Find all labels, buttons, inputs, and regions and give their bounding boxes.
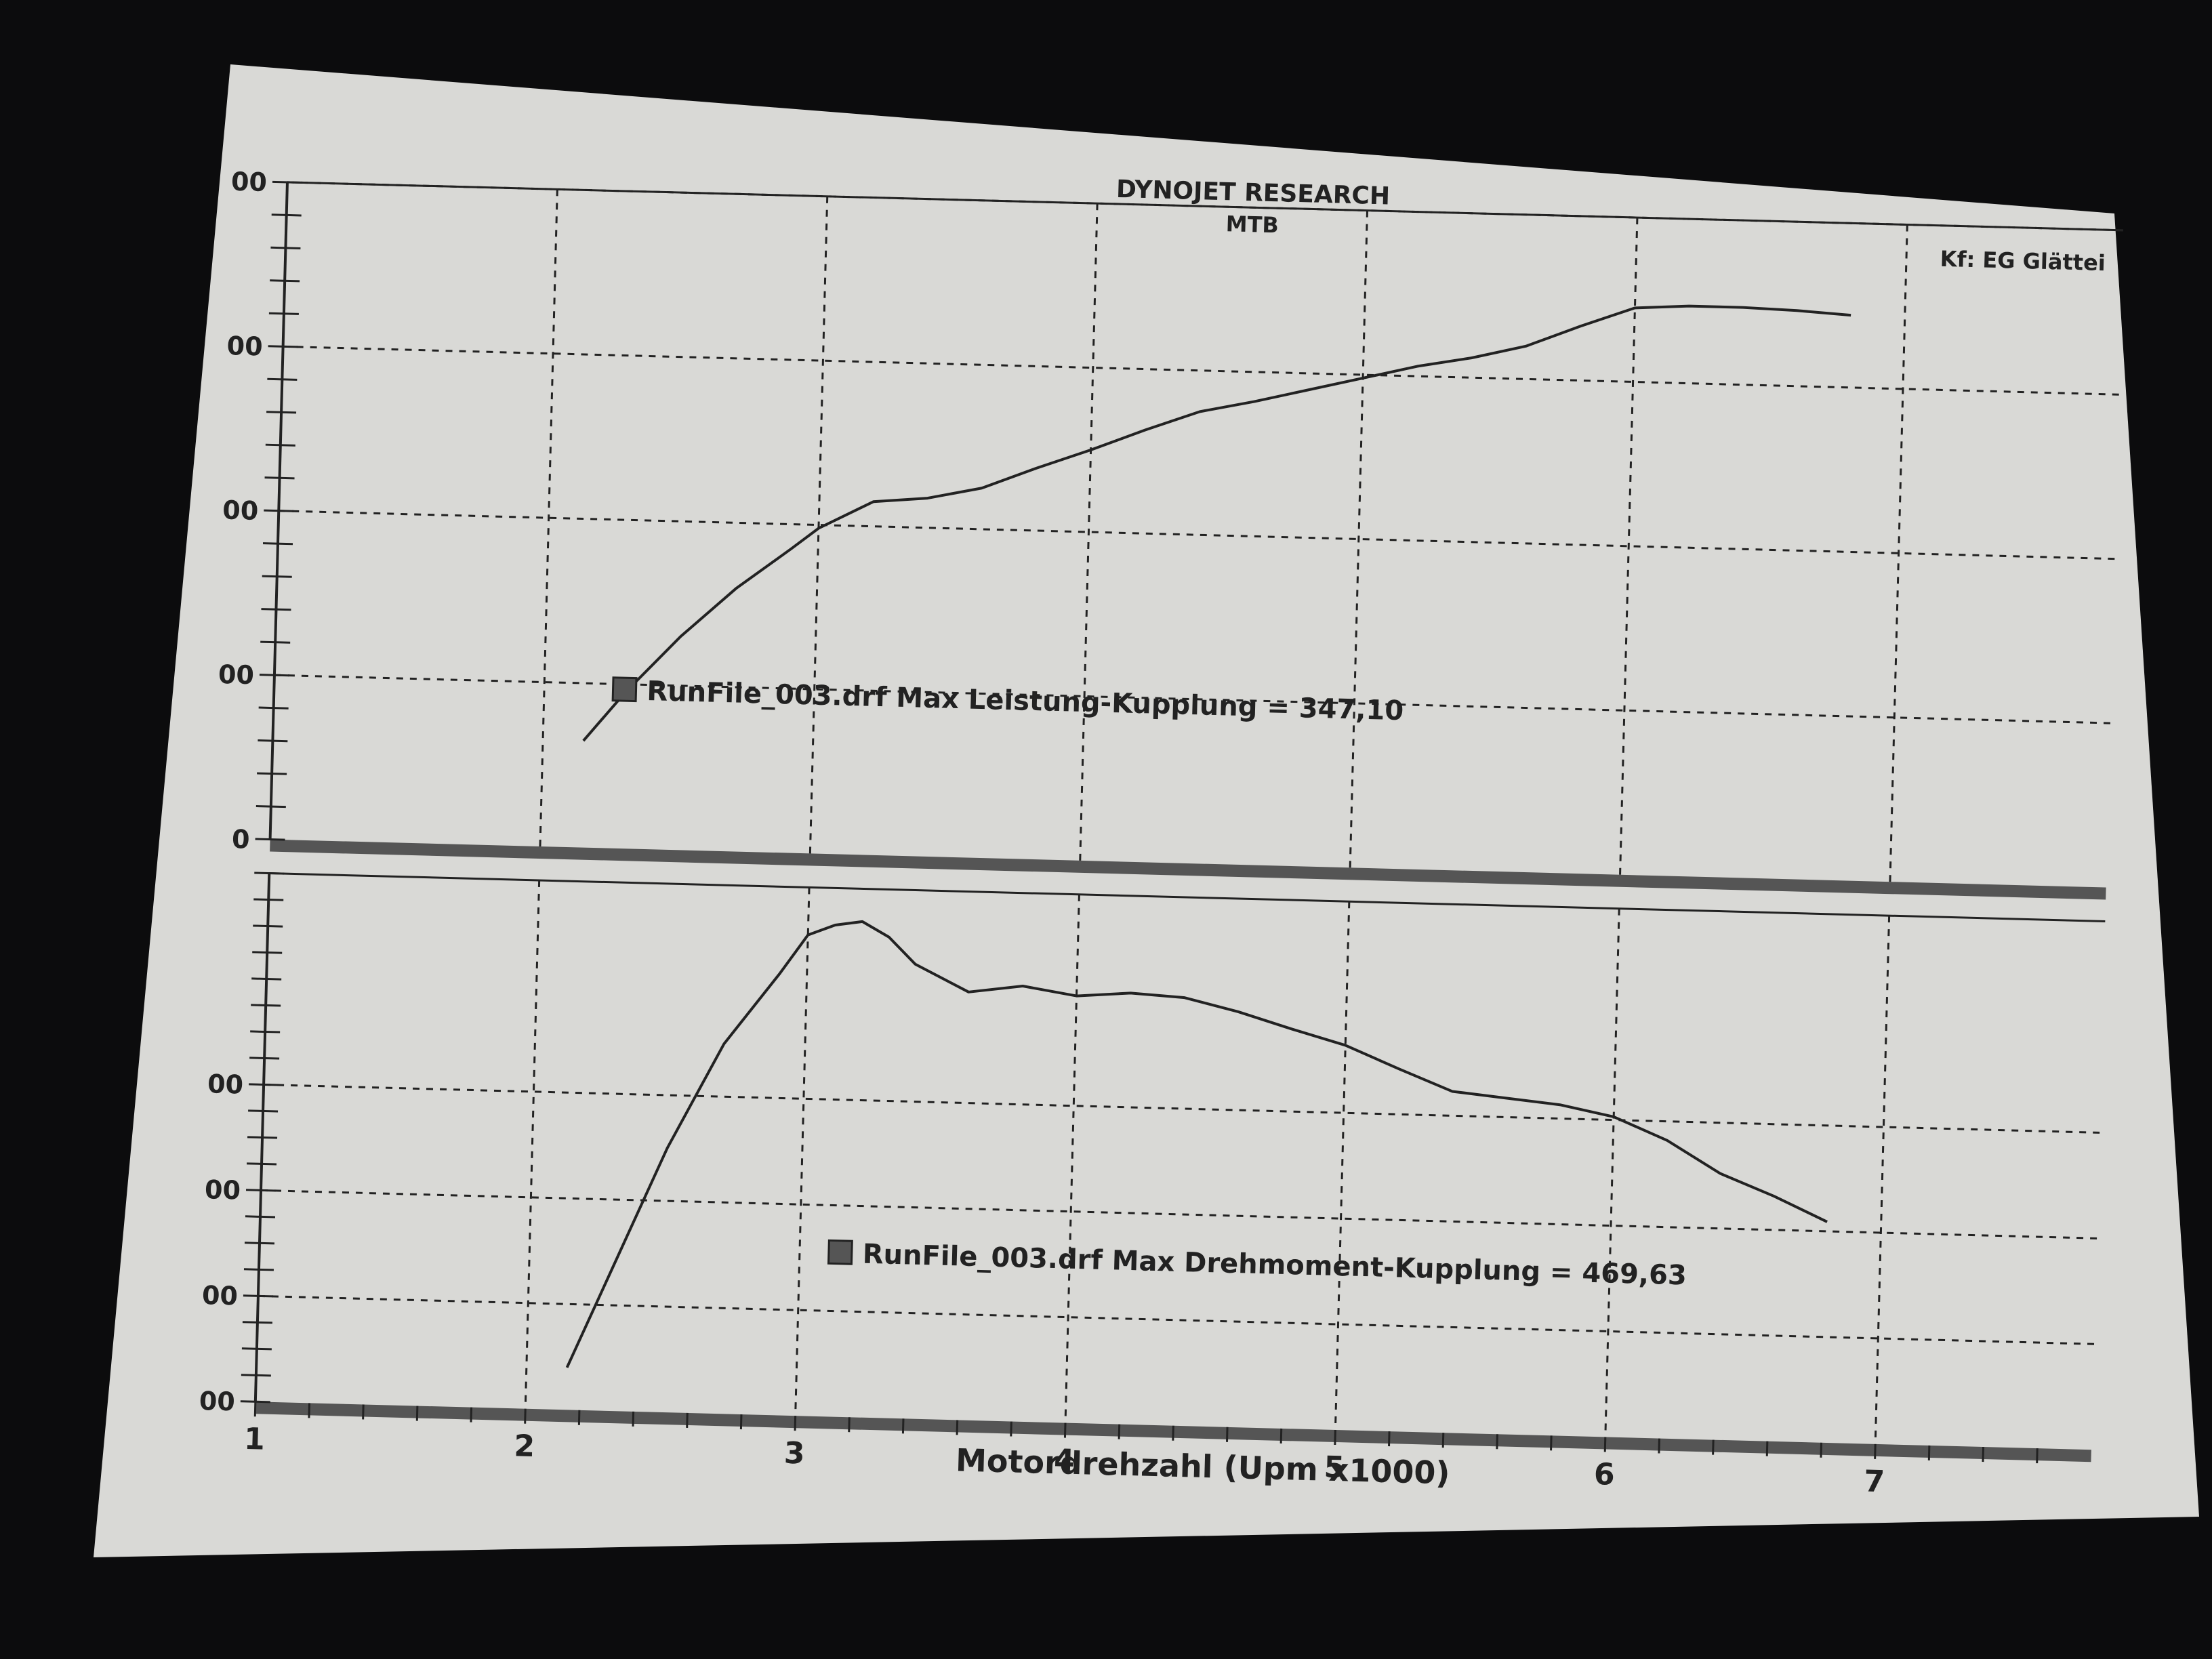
torque-y-minor-tick xyxy=(250,1030,281,1033)
torque-legend-swatch xyxy=(827,1239,853,1265)
power-vgrid-5 xyxy=(1349,210,1369,868)
torque-curve xyxy=(565,920,1828,1368)
x-minor-tick xyxy=(1388,1431,1391,1447)
x-minor-tick xyxy=(1874,1443,1877,1459)
power-y-minor-tick xyxy=(270,246,301,249)
x-tick-label: 6 xyxy=(1593,1457,1615,1492)
x-minor-tick xyxy=(1279,1428,1283,1443)
chart-subtitle: MTB xyxy=(1225,211,1279,238)
x-minor-tick xyxy=(470,1407,473,1422)
x-minor-tick xyxy=(848,1417,851,1433)
power-y-minor-tick xyxy=(262,575,292,578)
power-y-tick-label: 00 xyxy=(222,495,259,526)
power-y-tick-label: 00 xyxy=(226,331,263,361)
power-y-minor-tick xyxy=(268,345,298,348)
x-minor-tick xyxy=(362,1404,365,1420)
power-vgrid-7 xyxy=(1889,224,1908,882)
power-y-minor-tick xyxy=(257,772,287,775)
torque-y-minor-tick xyxy=(244,1242,275,1245)
x-tick-label: 4 xyxy=(1054,1443,1076,1478)
power-vgrid-3 xyxy=(808,196,829,854)
x-minor-tick xyxy=(524,1408,527,1424)
power-y-tick-label: 0 xyxy=(232,824,251,855)
torque-y-minor-tick xyxy=(242,1321,272,1324)
x-minor-tick xyxy=(1334,1429,1336,1446)
torque-vgrid-4 xyxy=(1064,894,1080,1423)
x-minor-tick xyxy=(1712,1439,1715,1455)
x-minor-tick xyxy=(1658,1438,1660,1454)
torque-y-minor-tick xyxy=(252,951,283,954)
power-legend-swatch xyxy=(611,676,638,703)
power-y-minor-tick xyxy=(271,213,302,217)
torque-y-tick-label: 00 xyxy=(201,1280,238,1311)
power-y-minor-tick xyxy=(267,377,298,381)
x-tick-label: 3 xyxy=(783,1436,805,1471)
torque-y-minor-tick xyxy=(241,1374,271,1377)
torque-vgrid-3 xyxy=(794,887,811,1416)
torque-y-tick-label: 00 xyxy=(199,1386,235,1416)
power-y-minor-tick xyxy=(268,312,299,315)
torque-vgrid-7 xyxy=(1874,916,1891,1444)
x-minor-tick xyxy=(1820,1442,1823,1458)
power-y-minor-tick xyxy=(255,805,286,808)
torque-vgrid-5 xyxy=(1334,901,1351,1431)
power-y-tick-label: 00 xyxy=(218,659,254,690)
x-tick-label: 5 xyxy=(1324,1450,1345,1486)
x-minor-tick xyxy=(632,1411,635,1427)
torque-y-minor-tick xyxy=(245,1189,276,1192)
x-tick-label: 2 xyxy=(514,1429,535,1464)
torque-top-border xyxy=(269,872,2106,922)
x-minor-tick xyxy=(1550,1435,1553,1451)
torque-vgrid-2 xyxy=(524,880,541,1409)
torque-y-minor-tick xyxy=(251,1004,281,1007)
power-vgrid-4 xyxy=(1079,203,1099,861)
x-minor-tick xyxy=(686,1412,689,1429)
power-y-minor-tick xyxy=(266,411,297,414)
power-y-tick-label: 00 xyxy=(231,167,268,197)
power-vgrid-2 xyxy=(539,189,558,847)
power-bottom-band xyxy=(270,839,2106,900)
torque-y-minor-tick xyxy=(249,1083,279,1086)
torque-y-minor-tick xyxy=(243,1268,274,1271)
x-minor-tick xyxy=(1118,1424,1121,1439)
power-vgrid-6 xyxy=(1619,218,1639,875)
x-minor-tick xyxy=(1496,1434,1498,1450)
x-minor-tick xyxy=(956,1420,959,1435)
power-y-minor-tick xyxy=(261,608,291,611)
x-minor-tick xyxy=(2036,1448,2039,1464)
torque-vgrid-6 xyxy=(1604,908,1620,1437)
power-top-border xyxy=(287,181,2124,232)
x-minor-tick xyxy=(794,1416,797,1431)
x-tick-label: 1 xyxy=(243,1422,265,1457)
x-minor-tick xyxy=(1172,1425,1174,1441)
torque-y-tick-label: 00 xyxy=(205,1174,241,1205)
torque-y-minor-tick xyxy=(247,1136,278,1139)
x-minor-tick xyxy=(1010,1421,1012,1437)
torque-y-minor-tick xyxy=(254,872,285,875)
x-minor-tick xyxy=(308,1403,311,1418)
power-curve xyxy=(582,304,1851,742)
torque-y-minor-tick xyxy=(245,1215,276,1218)
paper-sheet xyxy=(94,64,2199,1557)
torque-y-minor-tick xyxy=(253,898,284,901)
torque-y-tick-label: 00 xyxy=(207,1069,244,1099)
torque-y-minor-tick xyxy=(249,1057,280,1060)
power-y-minor-tick xyxy=(259,674,289,677)
power-y-minor-tick xyxy=(255,838,285,841)
header-right-label: Kf: EG Glättei xyxy=(1940,246,2106,276)
power-y-minor-tick xyxy=(264,509,294,512)
x-tick-label: 7 xyxy=(1864,1464,1885,1499)
x-minor-tick xyxy=(1982,1447,1985,1462)
